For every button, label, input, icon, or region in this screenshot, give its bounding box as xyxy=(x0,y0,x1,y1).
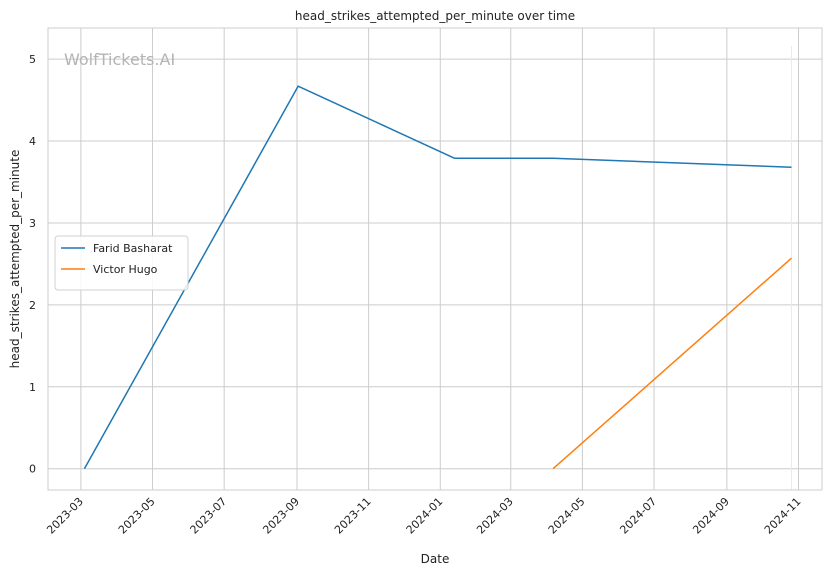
series-line-1 xyxy=(83,85,792,470)
y-tick-label: 1 xyxy=(29,381,36,394)
legend-label: Victor Hugo xyxy=(93,263,158,276)
y-tick-label: 5 xyxy=(29,53,36,66)
y-tick-label: 0 xyxy=(29,463,36,476)
y-axis-label: head_strikes_attempted_per_minute xyxy=(8,150,22,369)
y-tick-label: 2 xyxy=(29,299,36,312)
legend-box xyxy=(54,235,189,291)
legend: Farid Basharat Victor Hugo xyxy=(54,235,189,291)
y-tick-label: 3 xyxy=(29,217,36,230)
series-lines xyxy=(83,85,792,470)
y-axis-ticks: 0 1 2 3 4 5 xyxy=(29,53,36,476)
series-line-2 xyxy=(552,257,792,470)
y-tick-label: 4 xyxy=(29,135,36,148)
plot-frame xyxy=(47,27,823,491)
chart-title: head_strikes_attempted_per_minute over t… xyxy=(295,9,575,23)
x-axis-label: Date xyxy=(421,552,450,566)
watermark: WolfTickets.AI xyxy=(64,50,175,69)
grid xyxy=(48,28,822,490)
legend-label: Farid Basharat xyxy=(93,242,173,255)
